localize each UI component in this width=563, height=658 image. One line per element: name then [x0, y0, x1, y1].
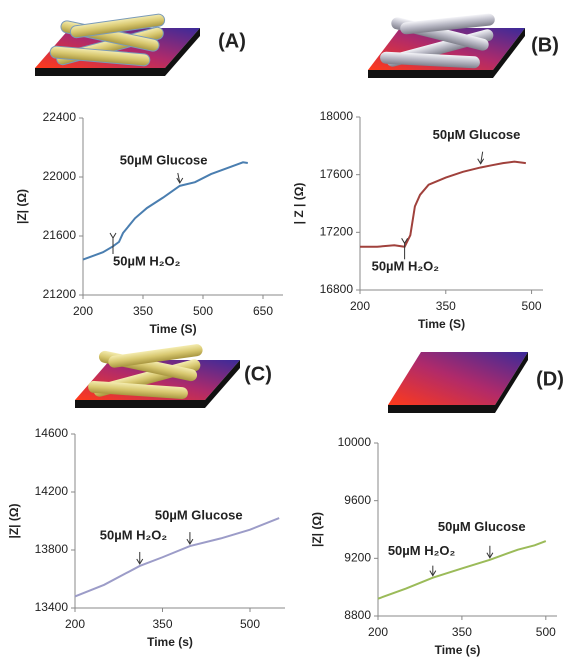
annotation: 50µM Glucose: [438, 519, 526, 534]
y-tick-label: 16800: [320, 282, 354, 296]
arrow-head: [110, 233, 116, 238]
schematic-b: [368, 13, 525, 78]
x-tick-label: 200: [73, 304, 93, 318]
data-line: [360, 162, 526, 247]
annotation: 50µM H₂O₂: [113, 253, 181, 268]
schematic-a: [35, 13, 200, 76]
panel-title: (B): [531, 34, 559, 56]
x-tick-label: 350: [452, 625, 472, 639]
y-tick-label: 17200: [320, 225, 354, 239]
y-axis-title: | Z | (Ω): [292, 183, 306, 225]
y-tick-label: 21200: [43, 287, 77, 301]
annotation: 50µM Glucose: [155, 508, 243, 523]
annotation: 50µM Glucose: [433, 127, 521, 142]
y-tick-label: 8800: [344, 608, 371, 622]
annotation: 50µM Glucose: [120, 152, 208, 167]
y-axis-title: |Z| (Ω): [310, 512, 324, 547]
x-tick-label: 200: [368, 625, 388, 639]
y-tick-label: 17600: [320, 167, 354, 181]
x-tick-label: 350: [133, 304, 153, 318]
y-tick-label: 14200: [35, 484, 69, 498]
x-axis-title: Time (S): [418, 317, 465, 331]
x-tick-label: 350: [436, 299, 456, 313]
y-axis-title: |Z| (Ω): [15, 189, 29, 224]
panel-title: (C): [244, 363, 272, 385]
annotation: 50µM H₂O₂: [100, 527, 168, 542]
x-tick-label: 500: [522, 299, 542, 313]
x-axis-title: Time (S): [149, 322, 196, 336]
y-tick-label: 22400: [43, 110, 77, 124]
schematic-d: [388, 352, 528, 413]
figure: (A) 21200 21600 22000 22400 200 350 500 650 Time …: [0, 0, 563, 658]
x-axis-title: Time (s): [435, 643, 481, 657]
x-tick-label: 350: [152, 617, 172, 631]
y-tick-label: 18000: [320, 109, 354, 123]
x-tick-label: 500: [240, 617, 260, 631]
y-tick-label: 9200: [344, 551, 371, 565]
y-tick-label: 22000: [43, 169, 77, 183]
annotation: 50µM H₂O₂: [388, 543, 456, 558]
data-line: [83, 162, 248, 259]
x-tick-label: 650: [253, 304, 273, 318]
y-tick-label: 21600: [43, 228, 77, 242]
y-tick-label: 14600: [35, 426, 69, 440]
y-tick-label: 10000: [338, 435, 372, 449]
x-tick-label: 500: [193, 304, 213, 318]
y-axis-title: |Z| (Ω): [7, 504, 21, 539]
y-tick-label: 13800: [35, 542, 69, 556]
y-tick-label: 13400: [35, 600, 69, 614]
annotation: 50µM H₂O₂: [372, 259, 440, 274]
panel-title: (A): [218, 30, 246, 52]
y-tick-label: 9600: [344, 493, 371, 507]
schematic-c: [75, 343, 240, 408]
x-tick-label: 200: [350, 299, 370, 313]
panel-title: (D): [536, 368, 563, 390]
x-tick-label: 200: [65, 617, 85, 631]
x-tick-label: 500: [536, 625, 556, 639]
x-axis-title: Time (s): [147, 635, 193, 649]
